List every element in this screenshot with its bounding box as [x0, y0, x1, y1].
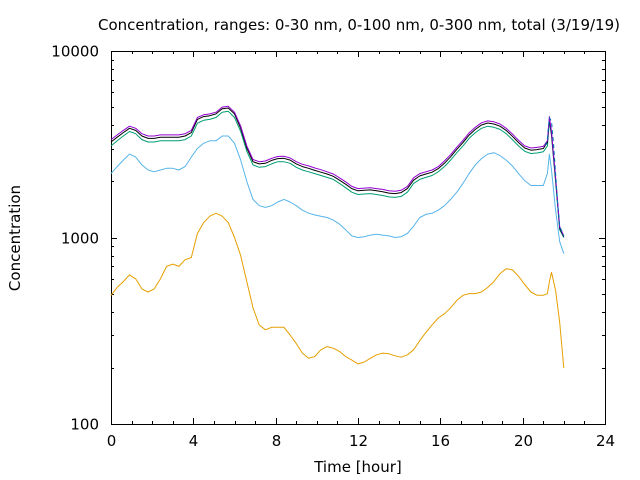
- x-axis-label: Time [hour]: [313, 458, 402, 476]
- y-tick-label: 1000: [61, 230, 99, 248]
- x-tick-label: 12: [349, 432, 368, 450]
- series-line-1: [110, 212, 565, 368]
- x-tick-label: 4: [189, 432, 199, 450]
- y-tick-label: 100: [70, 416, 99, 434]
- x-tick-label: 20: [514, 432, 533, 450]
- series-line-6: [544, 117, 565, 237]
- series-line-2: [110, 135, 565, 254]
- plot-frame: [111, 51, 606, 425]
- x-tick-label: 8: [272, 432, 282, 450]
- y-tick-labels: 100 1000 10000: [51, 43, 99, 434]
- series-lines: [110, 105, 565, 368]
- x-tick-label: 24: [596, 432, 615, 450]
- axis-ticks: [111, 51, 606, 425]
- x-tick-labels: 0 4 8 12 16 20 24: [107, 432, 615, 450]
- series-line-4: [110, 107, 565, 237]
- series-line-5: [110, 105, 565, 237]
- series-line-3: [110, 110, 565, 238]
- chart-title: Concentration, ranges: 0-30 nm, 0-100 nm…: [98, 16, 620, 34]
- x-tick-label: 16: [431, 432, 450, 450]
- y-tick-label: 10000: [51, 43, 99, 61]
- x-tick-label: 0: [107, 432, 117, 450]
- y-axis-label: Concentration: [6, 185, 24, 291]
